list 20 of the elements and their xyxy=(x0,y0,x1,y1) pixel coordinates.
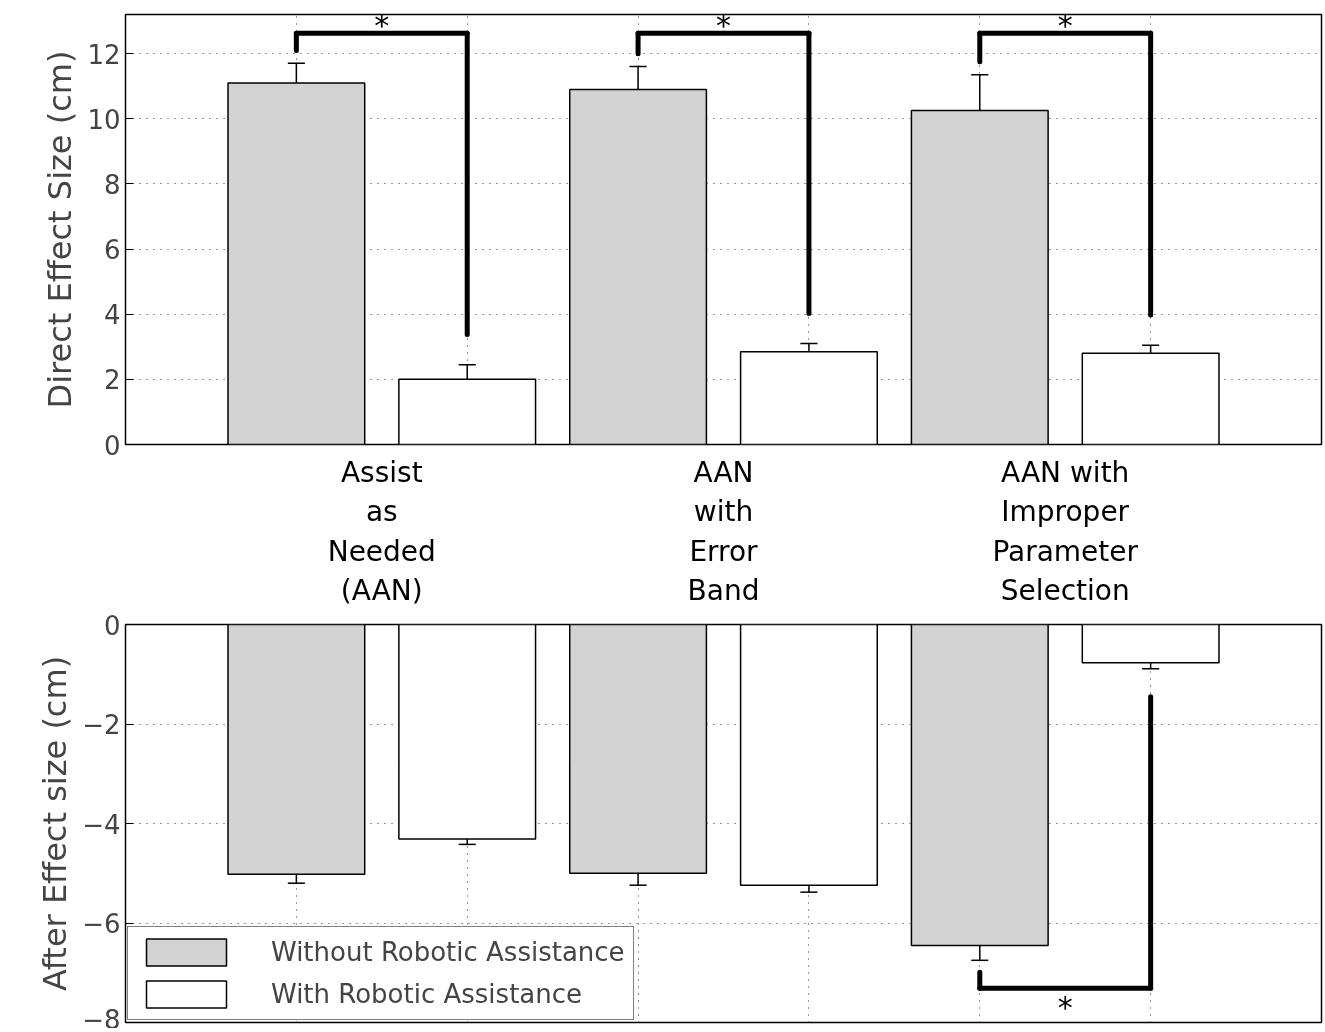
y-tick-label: 0 xyxy=(103,430,121,461)
y-tick-label: 4 xyxy=(103,300,121,331)
x-tick-label: AAN with Error Band xyxy=(687,455,760,608)
y-tick-label: 8 xyxy=(103,169,121,200)
legend-label: Without Robotic Assistance xyxy=(271,937,625,967)
y-tick-label: 12 xyxy=(87,39,121,70)
y-tick-label: −2 xyxy=(82,710,121,740)
y-tick-label: 6 xyxy=(103,235,121,266)
x-tick-label: AAN with Improper Parameter Selection xyxy=(992,455,1139,608)
y-tick-label: −6 xyxy=(82,909,121,939)
y-tick-label: −8 xyxy=(82,1004,121,1032)
y-tick-label: 10 xyxy=(87,104,121,135)
y-tick-label: 2 xyxy=(103,365,121,396)
x-tick-label: Assist as Needed (AAN) xyxy=(327,455,436,608)
y-tick-label: 0 xyxy=(103,610,121,641)
legend-label: With Robotic Assistance xyxy=(271,979,583,1009)
annotation: * xyxy=(1057,990,1073,1026)
y-axis-title: Direct Effect Size (cm) xyxy=(41,50,80,409)
y-axis-title: After Effect size (cm) xyxy=(36,655,75,992)
y-tick-label: −4 xyxy=(82,809,121,840)
